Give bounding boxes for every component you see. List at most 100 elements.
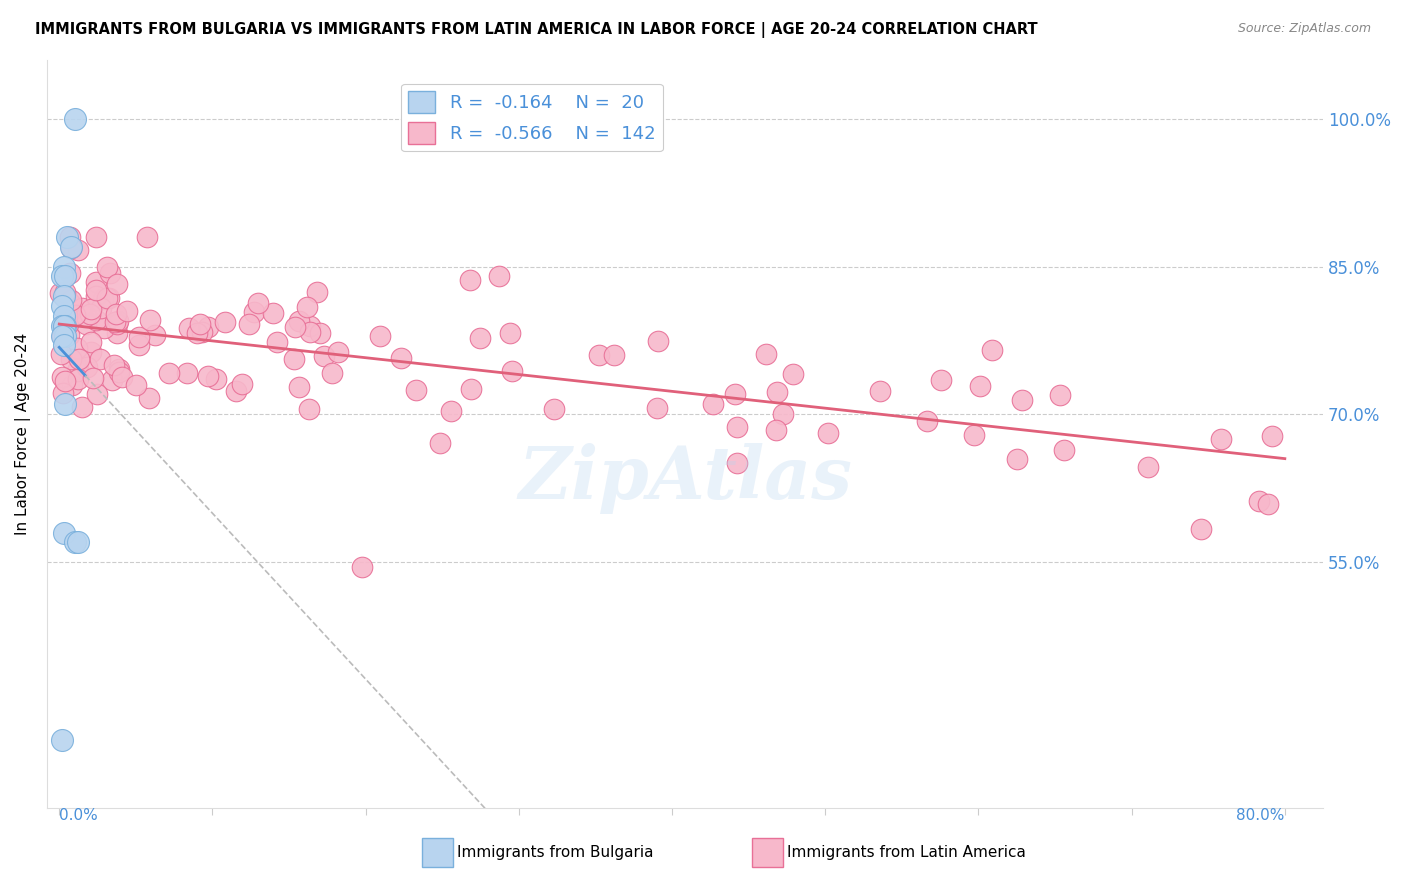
Point xyxy=(51,329,73,343)
Point xyxy=(104,315,127,329)
Point xyxy=(309,326,332,340)
Point xyxy=(52,338,75,352)
Point xyxy=(247,295,270,310)
Point xyxy=(107,326,129,340)
Point xyxy=(105,277,128,291)
Point xyxy=(53,269,76,284)
Point xyxy=(1209,433,1232,447)
Point xyxy=(101,373,124,387)
Point xyxy=(96,260,118,274)
Point xyxy=(103,359,125,373)
Text: 80.0%: 80.0% xyxy=(1236,808,1285,823)
Point xyxy=(86,313,108,327)
Point xyxy=(51,299,73,313)
Point xyxy=(772,407,794,421)
Point xyxy=(51,370,73,384)
Point xyxy=(97,292,120,306)
Point xyxy=(96,291,118,305)
Text: Immigrants from Bulgaria: Immigrants from Bulgaria xyxy=(457,846,654,860)
Point xyxy=(543,402,565,417)
Point xyxy=(52,289,75,303)
Point xyxy=(326,345,349,359)
Point xyxy=(755,347,778,361)
Point xyxy=(60,240,83,254)
Point xyxy=(89,352,111,367)
Point xyxy=(111,369,134,384)
Point xyxy=(86,386,108,401)
Point xyxy=(53,318,76,333)
Point xyxy=(1011,392,1033,407)
Legend: R =  -0.164    N =  20, R =  -0.566    N =  142: R = -0.164 N = 20, R = -0.566 N = 142 xyxy=(401,84,662,151)
Point xyxy=(352,560,374,574)
Point xyxy=(1261,428,1284,442)
Text: 0.0%: 0.0% xyxy=(59,808,98,823)
Point xyxy=(84,275,107,289)
Point xyxy=(176,366,198,380)
Point xyxy=(105,317,128,331)
Point xyxy=(53,285,76,300)
Point xyxy=(93,321,115,335)
Point xyxy=(186,326,208,340)
Point xyxy=(66,361,89,376)
Point xyxy=(136,230,159,244)
Point xyxy=(470,331,492,345)
Point xyxy=(647,334,669,349)
Point xyxy=(1005,451,1028,466)
Point xyxy=(765,423,787,437)
Point xyxy=(84,283,107,297)
Point xyxy=(283,352,305,367)
Point xyxy=(588,348,610,362)
Text: IMMIGRANTS FROM BULGARIA VS IMMIGRANTS FROM LATIN AMERICA IN LABOR FORCE | AGE 2: IMMIGRANTS FROM BULGARIA VS IMMIGRANTS F… xyxy=(35,22,1038,38)
Point xyxy=(869,384,891,398)
Text: Source: ZipAtlas.com: Source: ZipAtlas.com xyxy=(1237,22,1371,36)
Point xyxy=(312,350,335,364)
Point xyxy=(53,328,76,343)
Point xyxy=(460,273,482,287)
Point xyxy=(238,317,260,331)
Point xyxy=(128,330,150,344)
Point xyxy=(405,383,427,397)
Point xyxy=(1049,388,1071,402)
Point xyxy=(128,338,150,352)
Point xyxy=(389,351,412,365)
Point xyxy=(79,308,101,322)
Point xyxy=(368,328,391,343)
Point xyxy=(190,325,212,339)
Point xyxy=(51,318,73,333)
Point xyxy=(75,318,97,332)
Point xyxy=(63,535,86,549)
Point xyxy=(52,260,75,274)
Point xyxy=(440,404,463,418)
Point xyxy=(188,318,211,332)
Point xyxy=(501,364,523,378)
Point xyxy=(1257,497,1279,511)
Point xyxy=(225,384,247,399)
Point xyxy=(82,371,104,385)
Point xyxy=(817,426,839,441)
Point xyxy=(298,401,321,416)
Point xyxy=(499,326,522,341)
Point xyxy=(917,414,939,428)
Point xyxy=(138,391,160,405)
Point xyxy=(981,343,1004,358)
Text: Immigrants from Latin America: Immigrants from Latin America xyxy=(787,846,1026,860)
Point xyxy=(288,380,311,394)
Point xyxy=(782,367,804,381)
Point xyxy=(262,305,284,319)
Point xyxy=(139,313,162,327)
Point xyxy=(55,309,77,323)
Point xyxy=(59,295,82,310)
Point xyxy=(143,328,166,343)
Point xyxy=(1137,459,1160,474)
Point xyxy=(645,401,668,415)
Point xyxy=(52,309,75,323)
Point xyxy=(1247,493,1270,508)
Point xyxy=(602,348,624,362)
Point xyxy=(115,304,138,318)
Point xyxy=(59,293,82,307)
Point xyxy=(53,397,76,411)
Point xyxy=(91,292,114,306)
Point xyxy=(231,376,253,391)
Point xyxy=(298,318,321,333)
Point xyxy=(58,307,80,321)
